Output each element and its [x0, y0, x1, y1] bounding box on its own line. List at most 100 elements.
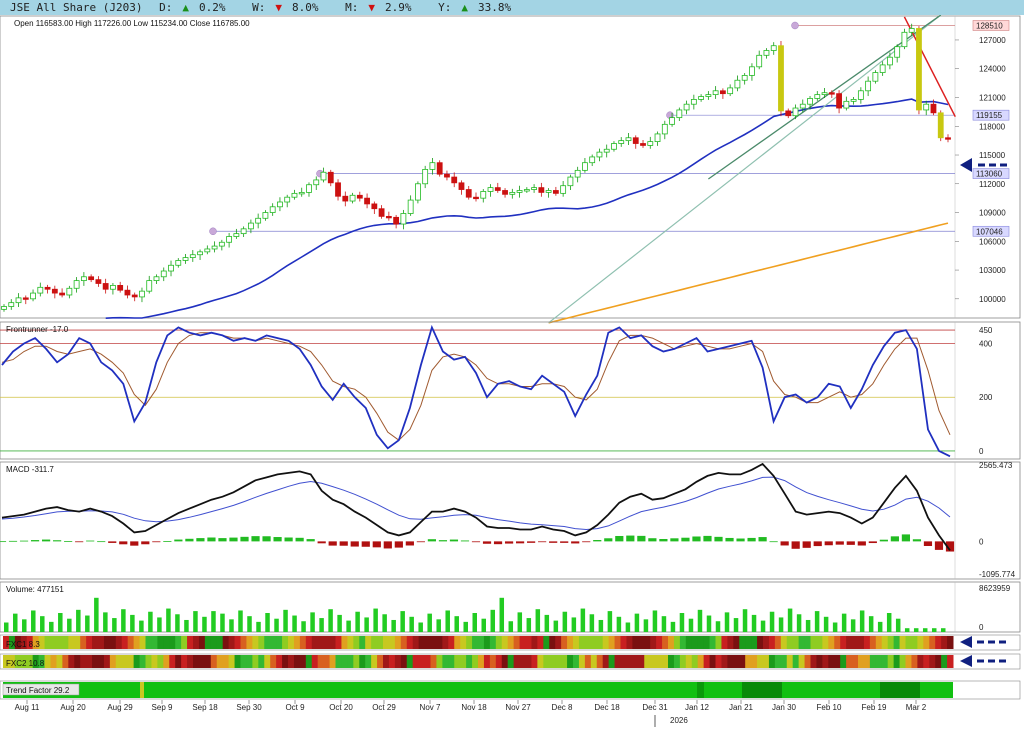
fxc1-cell — [442, 636, 449, 649]
fxc2-cell — [193, 655, 200, 668]
volume-bar — [607, 611, 613, 632]
macd-histogram-bar — [846, 541, 855, 545]
candle-body — [349, 194, 356, 202]
fxc2-cell — [697, 655, 705, 668]
macd-histogram-bar — [41, 539, 51, 542]
macd-histogram-bar — [769, 541, 778, 543]
macd-histogram-bar — [229, 537, 238, 542]
price-panel[interactable]: 100000 103000 106000 109000 112000 115000 1180… — [0, 15, 1021, 324]
candle-body — [582, 162, 588, 171]
candle-body — [937, 112, 944, 139]
fxc2-cell — [133, 655, 141, 668]
fxc2-cell — [442, 655, 449, 668]
fxc2-cell — [151, 655, 158, 668]
candle-body — [647, 141, 654, 146]
volume-bar — [409, 616, 414, 632]
oscillator-tick-label: 450 — [979, 326, 993, 335]
candle-body — [247, 222, 254, 230]
volume-bar — [877, 621, 883, 632]
fxc1-cell — [638, 636, 645, 649]
candle-body — [632, 137, 639, 144]
level-anchor-dot — [209, 227, 217, 236]
volume-bar — [868, 616, 874, 632]
fxc1-cell — [412, 636, 420, 649]
fxc2-cell — [311, 655, 319, 668]
volume-panel[interactable]: 8623959 0 Volume: 477151 — [0, 581, 1021, 633]
fxc2-cell — [578, 655, 586, 668]
volume-bar — [850, 619, 856, 632]
candle-body — [51, 288, 58, 294]
fxc1-cell — [109, 636, 117, 649]
fxc1-cell — [151, 636, 158, 649]
macd-histogram-bar — [394, 541, 403, 548]
fxc2-cell — [751, 655, 758, 668]
fxc1-cell — [947, 636, 954, 649]
fxc1-cell — [501, 636, 509, 649]
price-tick-label: 106000 — [979, 237, 1006, 246]
macd-histogram-bar — [945, 541, 955, 552]
candle-body — [226, 236, 233, 243]
fxc2-cell — [68, 655, 75, 668]
volume-bar — [535, 609, 541, 632]
oscillator-panel[interactable]: 450 400 200 0 Frontrunner -17.0 — [0, 321, 1021, 460]
fxc2-cell — [400, 655, 408, 668]
volume-tick-label: 8623959 — [979, 584, 1011, 593]
candle-body — [364, 197, 370, 205]
panel-border — [0, 15, 1021, 319]
fxc2-cell — [210, 655, 218, 668]
candle-body — [516, 190, 523, 193]
fxc2-cell — [353, 655, 360, 668]
volume-bar — [778, 617, 784, 632]
candle-body — [146, 280, 153, 292]
macd-histogram-bar — [780, 541, 789, 546]
candle-body — [342, 195, 349, 202]
fxc1-cell — [74, 636, 81, 649]
candle-body — [734, 79, 741, 89]
fxc2-cell — [74, 655, 81, 668]
candle-body — [727, 87, 734, 95]
fxc1-cell — [792, 636, 800, 649]
oscillator-slow-line — [1, 332, 951, 441]
fxc2-cell — [181, 655, 188, 668]
candle-body — [872, 72, 879, 82]
macd-histogram-bar — [306, 539, 315, 542]
fxc2-cell — [98, 655, 105, 668]
volume-bar — [913, 628, 919, 632]
x-axis: Aug 11 Aug 20 Aug 29 Sep 9 Sep 18 Sep 30 Oct 9… — [15, 700, 927, 727]
up-arrow-icon: ▲ — [461, 1, 468, 14]
volume-bar — [751, 614, 757, 632]
x-tick-label: Dec 18 — [594, 703, 620, 712]
fxc1-cell — [86, 636, 93, 649]
macd-panel[interactable]: 2565.473 0 -1095.774 MACD -311.7 — [0, 461, 1021, 580]
fxc1-cell — [715, 636, 722, 649]
fxc2-cell — [626, 655, 633, 668]
fxc2-cell — [32, 655, 40, 668]
fxc1-cell — [44, 636, 51, 649]
price-tick-label: 115000 — [979, 151, 1006, 160]
fxc1-cell — [139, 636, 146, 649]
x-tick-label: Jan 21 — [729, 703, 754, 712]
fxc1-cell — [495, 636, 503, 649]
fxc2-cell — [596, 655, 604, 668]
fxc1-cell — [822, 636, 829, 649]
candle-body — [197, 251, 203, 256]
volume-bar — [886, 613, 892, 632]
fxc2-cell — [947, 655, 954, 668]
volume-bar — [814, 611, 820, 632]
macd-histogram-bar — [593, 540, 602, 542]
fxc2-cell — [875, 655, 883, 668]
volume-bar — [94, 597, 99, 632]
macd-histogram-bar — [582, 541, 591, 543]
fxc1-cell — [103, 636, 111, 649]
candle-body — [661, 123, 668, 135]
fxc1-cell — [288, 636, 295, 649]
fxc2-cell — [941, 655, 948, 668]
fxc1-cell — [483, 636, 491, 649]
fxc2-cell — [602, 655, 610, 668]
candle-body — [320, 171, 327, 181]
candle-body — [385, 215, 392, 219]
candle-body — [66, 287, 73, 296]
chart-canvas[interactable]: 100000 103000 106000 109000 112000 115000 1180… — [0, 15, 1024, 735]
candle-body — [182, 257, 189, 261]
fxc2-cell — [460, 655, 467, 668]
